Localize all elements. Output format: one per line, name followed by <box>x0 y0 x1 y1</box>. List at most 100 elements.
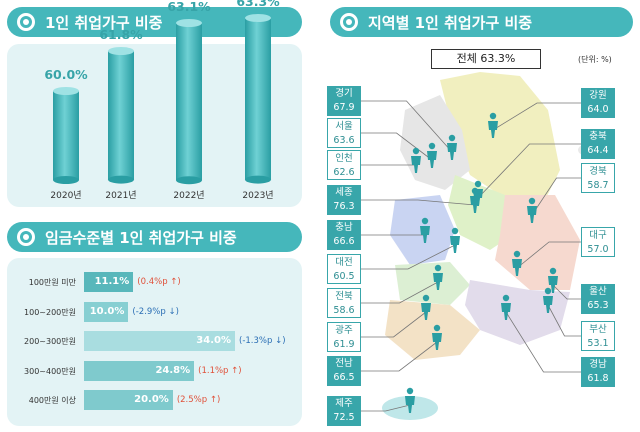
region-name: 충북 <box>589 131 607 142</box>
wage-label-0: 100만원 미만 <box>28 278 76 287</box>
person-icon <box>527 197 537 223</box>
wage-label-3: 300~400만원 <box>24 366 76 376</box>
person-icon <box>501 294 511 320</box>
wage-label-2: 200~300만원 <box>24 337 76 346</box>
region-name: 전남 <box>335 358 353 369</box>
region-name: 경북 <box>589 166 607 177</box>
region-title: 지역별 1인 취업가구 비중 <box>368 13 533 32</box>
year-label-0: 2020년 <box>50 191 82 201</box>
region-jeonnam-shape <box>385 300 480 360</box>
region-box-10: 강원 64.0 <box>581 88 615 118</box>
year-bar-0 <box>53 87 79 184</box>
person-icon <box>512 250 522 276</box>
wage-change-4: (2.5%p ↑) <box>176 395 221 405</box>
person-icon <box>432 324 442 350</box>
year-label-3: 2023년 <box>242 191 274 201</box>
person-icon <box>405 387 415 413</box>
wage-value-4: 20.0% <box>134 394 169 405</box>
wage-change-1: (-2.9%p ↓) <box>132 306 179 317</box>
region-name: 경기 <box>335 88 353 99</box>
person-icon <box>411 147 421 173</box>
region-value: 64.0 <box>587 104 609 115</box>
region-name: 경남 <box>589 359 607 370</box>
wage-bar-2 <box>84 331 235 351</box>
bullet-icon <box>340 13 358 31</box>
region-box-0: 경기 67.9 <box>327 86 361 116</box>
region-gyeonggi-shape <box>400 95 470 190</box>
region-box-11: 충북 64.4 <box>581 129 615 159</box>
region-value: 53.1 <box>587 338 609 349</box>
region-name: 강원 <box>589 90 607 101</box>
region-name: 세종 <box>335 187 353 198</box>
person-icon <box>433 264 443 290</box>
year-bar-3 <box>245 14 271 184</box>
wage-change-2: (-1.3%p ↓) <box>239 336 286 346</box>
region-box-4: 충남 66.6 <box>327 220 361 250</box>
person-icon <box>548 267 558 293</box>
region-value: 72.5 <box>333 412 355 423</box>
year-value-2: 63.1% <box>167 0 211 14</box>
bullet-icon <box>17 228 35 246</box>
region-chungbuk-shape <box>448 175 520 250</box>
person-icon <box>427 142 437 168</box>
region-value: 58.7 <box>587 180 609 191</box>
wage-label-1: 100~200만원 <box>24 307 76 317</box>
region-title-pill: 지역별 1인 취업가구 비중 <box>330 7 633 37</box>
region-name: 대전 <box>335 257 353 268</box>
region-value: 66.6 <box>333 236 355 247</box>
region-box-13: 대구 57.0 <box>581 227 615 257</box>
bullet-icon <box>17 13 35 31</box>
wage-label-4: 400만원 이상 <box>28 396 76 405</box>
year-value-0: 60.0% <box>44 67 88 82</box>
unit-label: (단위: %) <box>578 55 612 64</box>
person-icon <box>470 187 480 213</box>
region-name: 대구 <box>589 230 607 241</box>
region-name: 울산 <box>589 286 607 297</box>
region-box-9: 제주 72.5 <box>327 396 361 426</box>
region-box-12: 경북 58.7 <box>581 163 615 193</box>
region-box-14: 울산 65.3 <box>581 284 615 314</box>
region-value: 76.3 <box>333 201 355 212</box>
wage-bar-1 <box>84 301 129 322</box>
region-box-8: 전남 66.5 <box>327 356 361 386</box>
region-jeonbuk-shape <box>395 262 470 305</box>
region-name: 인천 <box>335 153 353 164</box>
region-name: 광주 <box>335 325 353 336</box>
region-value: 58.6 <box>333 305 355 316</box>
region-value: 63.6 <box>333 135 355 146</box>
region-chungnam-shape <box>390 195 455 265</box>
yearly-title: 1인 취업가구 비중 <box>45 13 163 32</box>
region-gangwon-shape <box>440 72 560 200</box>
region-name: 제주 <box>335 398 353 409</box>
region-box-7: 광주 61.9 <box>327 322 361 352</box>
wage-title: 임금수준별 1인 취업가구 비중 <box>45 228 237 247</box>
region-name: 서울 <box>335 121 353 132</box>
person-icon <box>420 217 430 243</box>
wage-change-3: (1.1%p ↑) <box>198 365 242 376</box>
region-value: 61.8 <box>587 373 609 384</box>
wage-value-1: 10.0% <box>89 305 125 317</box>
region-box-16: 경남 61.8 <box>581 357 615 387</box>
region-value: 61.9 <box>333 339 355 350</box>
region-gyeongbuk-shape <box>495 195 580 290</box>
year-label-1: 2021년 <box>105 191 137 201</box>
region-name: 부산 <box>589 324 607 335</box>
year-label-2: 2022년 <box>173 191 205 201</box>
region-value: 60.5 <box>333 271 355 282</box>
region-gyeongnam-shape <box>465 280 570 345</box>
wage-value-3: 24.8% <box>155 364 191 376</box>
year-bar-2 <box>176 18 202 184</box>
region-box-2: 인천 62.6 <box>327 150 361 180</box>
person-icon <box>543 287 553 313</box>
region-jeju-shape <box>382 396 438 420</box>
region-box-6: 전북 58.6 <box>327 288 361 318</box>
region-value: 67.9 <box>333 102 355 113</box>
region-value: 65.3 <box>587 300 609 311</box>
region-box-5: 대전 60.5 <box>327 254 361 284</box>
region-name: 충남 <box>335 222 353 233</box>
wage-bar-4 <box>84 390 173 410</box>
year-value-1: 61.8% <box>99 27 143 43</box>
region-box-3: 세종 76.3 <box>327 185 361 215</box>
region-value: 66.5 <box>333 372 355 383</box>
wage-change-0: (0.4%p ↑) <box>137 277 181 287</box>
